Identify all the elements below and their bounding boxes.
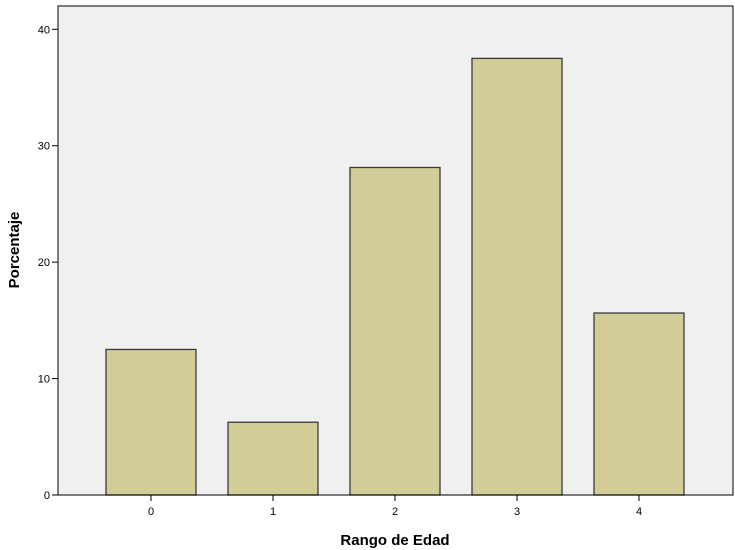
x-axis-title: Rango de Edad (340, 532, 449, 549)
y-tick-label: 40 (38, 24, 50, 36)
y-tick-label: 30 (38, 141, 50, 153)
x-tick-label: 1 (270, 506, 276, 518)
bar-0 (105, 348, 197, 496)
bar-1 (227, 421, 319, 496)
x-axis: 0 1 2 3 4 (58, 494, 733, 518)
x-tick-label: 4 (636, 506, 642, 518)
y-axis: 0 10 20 30 40 (38, 6, 59, 502)
y-tick-label: 0 (44, 490, 50, 502)
x-tick-label: 0 (148, 506, 154, 518)
bar-2 (349, 166, 441, 496)
y-axis-title: Porcentaje (6, 212, 23, 289)
bar-3 (471, 57, 563, 496)
x-tick-label: 2 (392, 506, 398, 518)
y-tick-label: 10 (38, 374, 50, 386)
bar-4 (593, 312, 685, 496)
y-tick-label: 20 (38, 257, 50, 269)
bars-group (105, 57, 685, 496)
x-tick-label: 3 (514, 506, 520, 518)
